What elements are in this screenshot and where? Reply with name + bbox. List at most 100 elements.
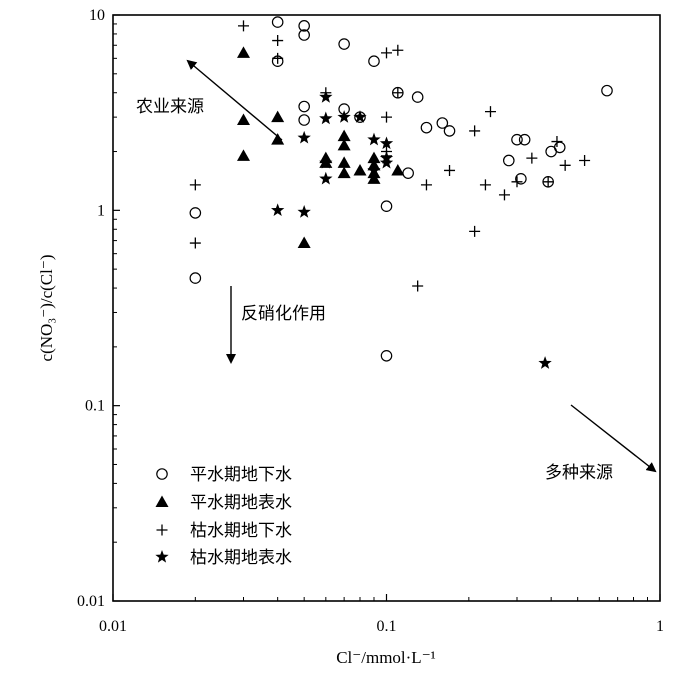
open-circle-point [601,84,613,97]
x-tick-label: 1 [656,618,664,635]
open-circle-point [271,16,284,28]
plus-point [420,179,432,191]
plus-point [526,152,538,164]
star-point [379,155,394,169]
plus-point [479,179,491,191]
y-tick-label: 0.1 [85,398,105,415]
filled-triangle-point [391,163,405,176]
star-point [271,203,285,216]
open-circle-point [298,100,310,113]
filled-triangle-point [236,46,250,58]
open-circle-point [298,20,310,32]
legend-label: 平水期地表水 [190,493,292,513]
open-circle-point [502,154,515,167]
open-circle-point [515,173,527,185]
y-axis: 0.01 0.1 1 10 [77,7,120,610]
star-point [337,110,351,123]
open-circle-point [420,121,433,134]
star-point [297,205,311,218]
data-points [189,16,613,369]
plus-point [381,47,392,59]
denitrification-label: 反硝化作用 [241,304,326,324]
plus-point [381,111,392,123]
open-circle-point [298,29,310,41]
star-point [367,132,381,146]
x-axis: 0.01 0.1 1 [99,594,664,635]
legend-open-circle-icon [156,468,168,480]
filled-triangle-point [367,172,381,184]
plus-point [444,164,456,176]
plus-point [272,52,284,64]
open-circle-point [189,272,202,284]
open-circle-point [443,125,456,137]
filled-triangle-point [337,166,351,179]
filled-triangle-point [367,151,381,164]
filled-triangle-point [337,138,351,151]
legend-label: 平水期地下水 [190,465,292,485]
open-circle-point [380,350,393,362]
y-tick-label: 10 [89,7,105,24]
open-circle-point [511,133,523,146]
plus-point [542,176,554,188]
filled-triangle-point [297,236,311,249]
legend-star-icon [155,550,169,563]
open-circle-point [411,91,424,103]
x-axis-title: Cl⁻/mmol·L⁻¹ [336,648,436,667]
star-point [319,90,333,103]
star-point [297,130,311,144]
plus-point [237,20,249,32]
open-circle-point [368,55,380,68]
plus-point [469,225,481,237]
open-circle-point [402,167,414,179]
open-circle-point [436,117,449,129]
x-tick-label: 0.1 [377,618,397,635]
open-circle-point [338,38,350,50]
plus-point [412,280,424,292]
plus-point [484,106,496,118]
plus-point [392,44,404,56]
open-circle-point [518,133,531,146]
plus-point [551,136,563,148]
star-point [379,136,394,150]
plus-point [469,125,481,137]
filled-triangle-point [271,133,285,145]
plus-point [189,179,201,191]
open-circle-point [553,141,566,154]
plus-point [579,154,591,166]
star-point [353,110,367,123]
star-point [319,171,333,185]
y-tick-label: 1 [97,202,105,219]
plus-point [189,237,201,249]
plus-point [511,176,523,188]
legend-label: 枯水期地表水 [190,548,292,568]
plus-point [392,87,404,99]
legend-plus-icon [156,524,168,536]
legend-filled-triangle-icon [155,495,169,507]
filled-triangle-point [337,156,351,168]
y-axis-title: c(NO₃⁻)/c(Cl⁻) [37,255,56,362]
plus-point [498,189,510,201]
multiple-sources-arrow [570,404,657,473]
x-tick-label: 0.01 [99,618,127,635]
open-circle-point [380,200,393,212]
star-point [319,155,333,169]
star-point [367,163,381,177]
y-tick-label: 0.01 [77,593,105,610]
star-point [538,356,552,369]
agricultural-source-label: 农业来源 [136,97,204,117]
star-point [319,111,333,125]
legend-label: 枯水期地下水 [190,521,292,541]
open-circle-point [298,114,310,126]
filled-triangle-point [236,149,250,161]
plus-point [559,159,571,171]
plus-point [272,35,284,47]
filled-triangle-point [353,163,367,176]
open-circle-point [189,207,202,219]
filled-triangle-point [337,129,351,142]
agricultural-source-arrow [186,59,283,141]
filled-triangle-point [236,113,250,126]
multiple-sources-label: 多种来源 [545,463,613,483]
filled-triangle-point [271,110,285,123]
